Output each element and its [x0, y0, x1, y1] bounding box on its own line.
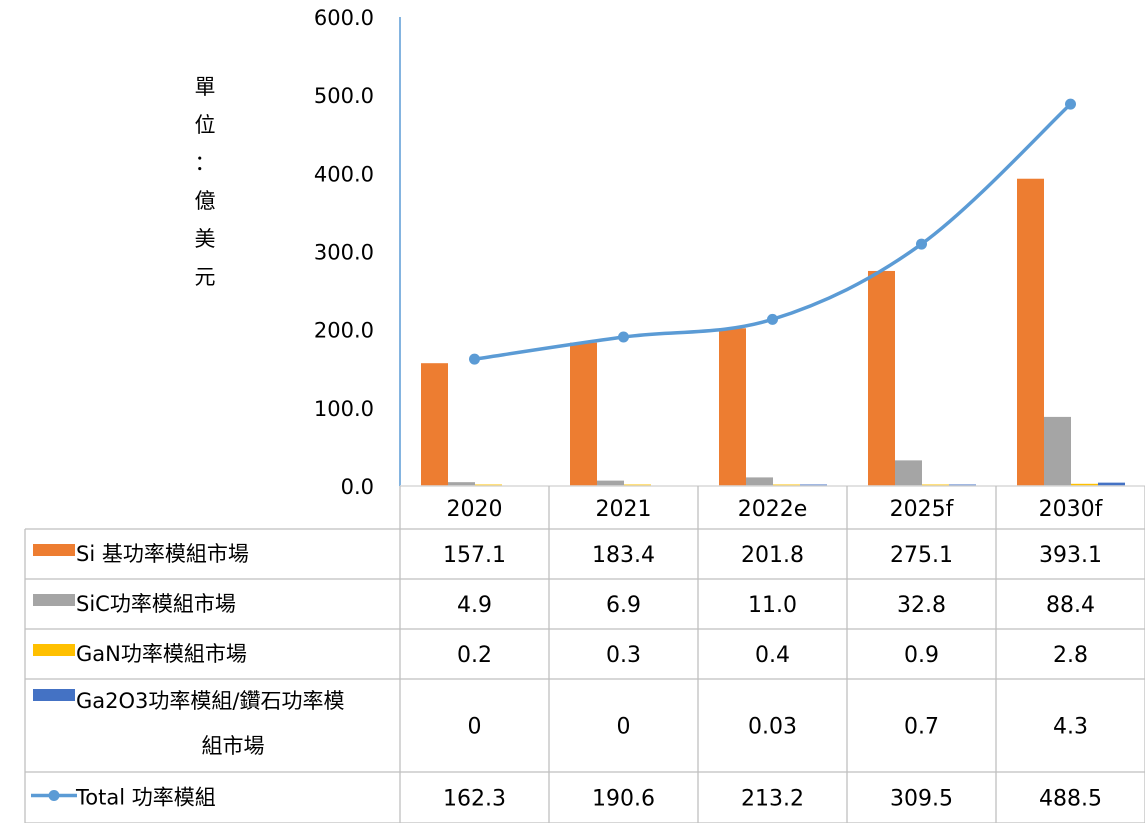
bar [421, 363, 448, 486]
legend-swatch [33, 689, 75, 701]
table-cell: 0.9 [904, 643, 939, 668]
y-tick-label: 600.0 [314, 6, 374, 30]
y-axis-label-char: 美 [194, 227, 216, 251]
y-axis-label: 單位 ： 億美元 [190, 68, 220, 296]
bar [895, 460, 922, 486]
table-cell: 0.4 [755, 643, 790, 668]
y-tick-label: 500.0 [314, 84, 374, 108]
table-cell: 0.2 [457, 643, 492, 668]
legend-label: Total 功率模組 [75, 786, 216, 810]
line-point [1065, 98, 1076, 110]
y-tick-label: 400.0 [314, 162, 374, 186]
table-row: SiC功率模組市場 4.9 6.9 11.0 32.8 88.4 [33, 592, 1095, 618]
x-tick-label: 2020 [447, 497, 503, 522]
x-tick-label: 2022e [738, 497, 808, 522]
legend-swatch [33, 544, 75, 556]
table-cell: 183.4 [592, 543, 655, 568]
table-cell: 11.0 [748, 593, 797, 618]
table-cell: 88.4 [1046, 593, 1095, 618]
table-cell: 275.1 [890, 543, 953, 568]
y-tick-label: 200.0 [314, 319, 374, 343]
y-axis-label-char: 億 [194, 189, 216, 213]
y-axis-label-char: 元 [194, 265, 216, 289]
line-point [916, 238, 927, 250]
table-cell: 309.5 [890, 787, 953, 812]
bar [1044, 416, 1071, 486]
legend-label: 組市場 [202, 734, 265, 758]
bar [448, 482, 475, 486]
x-tick-label: 2021 [596, 497, 652, 522]
data-table: 2020 2021 2022e 2025f 2030f Si 基功率模組市場 157.1 18… [24, 486, 1145, 823]
table-cell: 201.8 [741, 543, 804, 568]
legend-swatch [33, 644, 75, 656]
y-tick-label: 300.0 [314, 241, 374, 265]
table-cell: 2.8 [1053, 643, 1088, 668]
table-row: GaN功率模組市場 0.2 0.3 0.4 0.9 2.8 [33, 642, 1088, 668]
y-axis-label-char: ： [194, 151, 216, 175]
line-point [767, 313, 778, 325]
table-cell: 4.9 [457, 593, 492, 618]
table-cell: 488.5 [1039, 787, 1102, 812]
line-point [618, 331, 629, 343]
y-tick-label: 100.0 [314, 397, 374, 421]
bar [746, 477, 773, 486]
bar [570, 342, 597, 486]
y-axis-label-char: 單 [194, 75, 216, 99]
table-cell: 213.2 [741, 787, 804, 812]
table-row: Si 基功率模組市場 157.1 183.4 201.8 275.1 393.1 [33, 542, 1102, 568]
bar [1098, 482, 1125, 486]
legend-label: SiC功率模組市場 [76, 592, 236, 616]
x-tick-label: 2030f [1039, 497, 1104, 522]
legend-label: GaN功率模組市場 [76, 642, 247, 666]
table-cell: 157.1 [443, 543, 506, 568]
table-cell: 0.3 [606, 643, 641, 668]
line-point [469, 353, 480, 365]
bar [1017, 178, 1044, 486]
legend-label: Si 基功率模組市場 [76, 542, 249, 566]
bar [868, 270, 895, 486]
table-row: Total 功率模組 162.3 190.6 213.2 309.5 488.5 [31, 786, 1102, 812]
table-cell: 190.6 [592, 787, 655, 812]
table-cell: 32.8 [897, 593, 946, 618]
table-cell: 0 [468, 715, 482, 740]
bar [719, 328, 746, 486]
bar [1071, 483, 1098, 486]
table-cell: 0 [617, 715, 631, 740]
legend-swatch [33, 594, 75, 606]
table-cell: 393.1 [1039, 543, 1102, 568]
table-cell: 0.03 [748, 715, 797, 740]
legend-label: Ga2O3功率模組/鑽石功率模 [76, 689, 344, 713]
legend-marker [48, 790, 60, 801]
bar [597, 480, 624, 486]
y-axis-label-char: 位 [194, 113, 216, 137]
table-cell: 162.3 [443, 787, 506, 812]
plot-area: 0.0 100.0 200.0 300.0 400.0 500.0 600.0 [314, 6, 1145, 499]
y-tick-label: 0.0 [341, 475, 374, 499]
x-tick-label: 2025f [890, 497, 955, 522]
table-cell: 0.7 [904, 715, 939, 740]
table-cell: 4.3 [1053, 715, 1088, 740]
table-cell: 6.9 [606, 593, 641, 618]
